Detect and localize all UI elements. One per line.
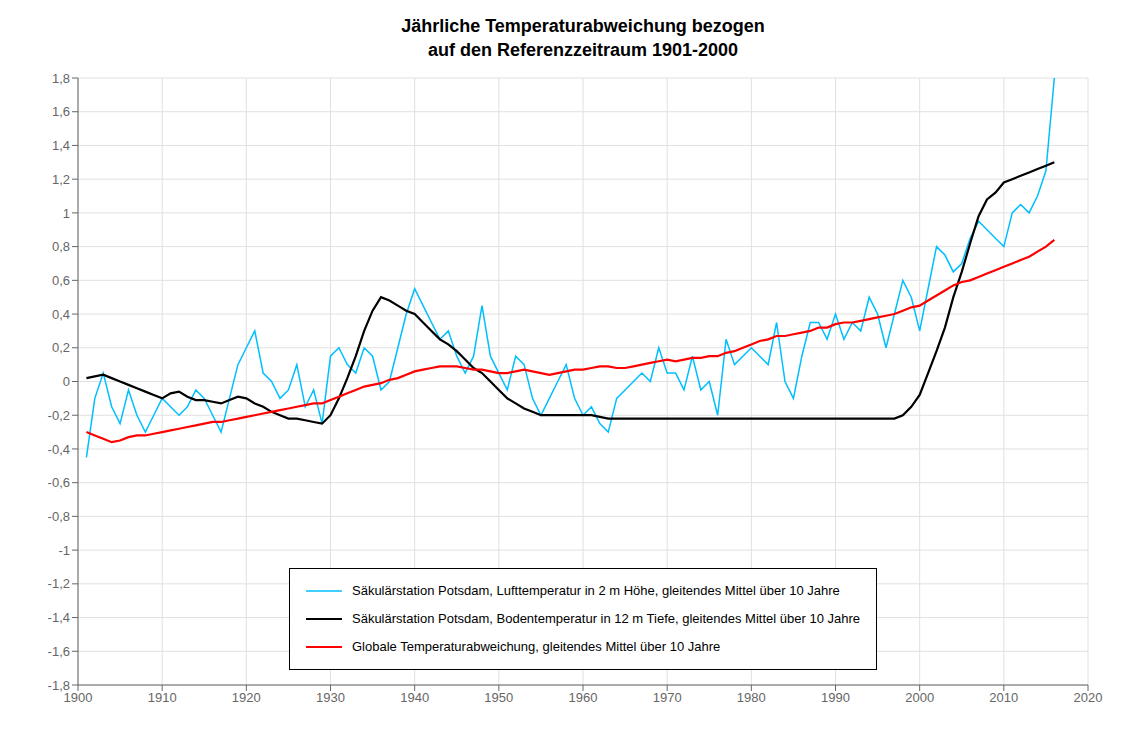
svg-text:0,8: 0,8 (52, 239, 70, 254)
svg-text:-1,4: -1,4 (48, 610, 70, 625)
svg-text:1990: 1990 (821, 690, 850, 705)
html-text:Säkulärstation Potsdam, Luftte: Säkulärstation Potsdam, Lufttemperatur i… (352, 583, 840, 598)
svg-text:1900: 1900 (63, 690, 93, 706)
svg-text:0,2: 0,2 (52, 340, 70, 355)
svg-text:1950: 1950 (484, 690, 513, 705)
svg-text:1: 1 (63, 206, 70, 221)
svg-text:1930: 1930 (316, 690, 345, 705)
svg-text:-1: -1 (58, 543, 70, 558)
svg-text:-1,2: -1,2 (48, 576, 70, 591)
svg-text:1920: 1920 (232, 690, 261, 705)
svg-text:1960: 1960 (569, 690, 598, 705)
svg-text:0,4: 0,4 (52, 307, 70, 322)
svg-text:0,6: 0,6 (52, 273, 70, 288)
svg-text:1970: 1970 (653, 690, 682, 705)
svg-text:2020: 2020 (1074, 690, 1103, 705)
svg-text:1,4: 1,4 (52, 138, 70, 153)
svg-text:-0,6: -0,6 (48, 475, 70, 490)
svg-text:-0,2: -0,2 (48, 408, 70, 423)
html-text:Globale Temperaturabweichung,: Globale Temperaturabweichung, gleitendes… (352, 639, 721, 654)
svg-text:2000: 2000 (905, 690, 934, 705)
svg-text:1980: 1980 (737, 690, 766, 705)
svg-text:-0,8: -0,8 (48, 509, 70, 524)
html-text:Säkulärstation Potsdam, Bodent: Säkulärstation Potsdam, Bodentemperatur … (352, 611, 860, 626)
svg-text:1940: 1940 (400, 690, 429, 705)
svg-text:0: 0 (63, 374, 70, 389)
svg-text:1,6: 1,6 (52, 104, 70, 119)
svg-text:2010: 2010 (989, 690, 1018, 705)
svg-text:1910: 1910 (148, 690, 177, 705)
svg-text:-1,6: -1,6 (48, 644, 70, 659)
svg-text:1,2: 1,2 (52, 172, 70, 187)
html-text:Jährliche Temperaturabweichung: Jährliche Temperaturabweichung bezogen a… (401, 16, 765, 60)
svg-text:1,8: 1,8 (52, 71, 70, 86)
svg-text:-0,4: -0,4 (48, 442, 70, 457)
svg-text:-1,8: -1,8 (48, 678, 70, 693)
